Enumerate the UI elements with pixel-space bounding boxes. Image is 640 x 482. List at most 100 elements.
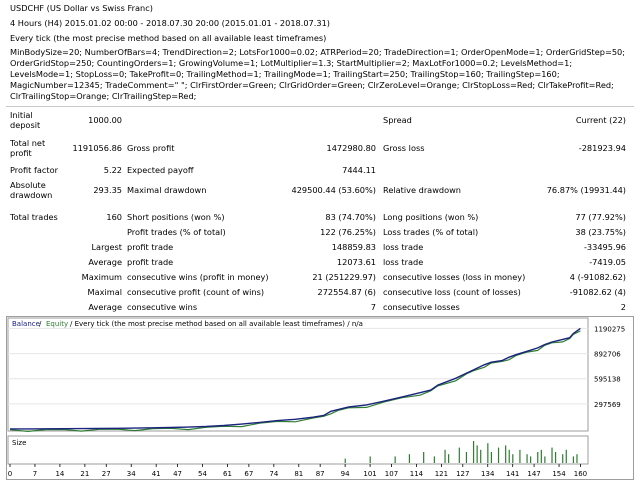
x-tick-label: 27 bbox=[102, 470, 111, 478]
size-bar bbox=[490, 452, 493, 463]
size-bar bbox=[544, 456, 546, 463]
x-tick-label: 21 bbox=[80, 470, 89, 478]
profit-factor-label: Profit factor bbox=[10, 165, 58, 175]
short-positions-value: 83 (74.70%) bbox=[325, 212, 376, 222]
main-plot-frame bbox=[7, 317, 589, 432]
size-bar bbox=[369, 456, 371, 463]
size-bar bbox=[444, 449, 446, 463]
maximal-drawdown-label: Maximal drawdown bbox=[127, 185, 207, 195]
largest-label: Largest bbox=[91, 242, 122, 252]
long-positions-label: Long positions (won %) bbox=[383, 212, 479, 222]
size-bar bbox=[508, 449, 510, 463]
total-net-profit-value: 1191056.86 bbox=[72, 143, 123, 153]
size-bar bbox=[551, 447, 553, 463]
relative-drawdown-label: Relative drawdown bbox=[383, 185, 461, 195]
size-bar bbox=[465, 452, 468, 463]
x-tick-label: 134 bbox=[481, 470, 495, 478]
separator-top bbox=[6, 106, 634, 107]
legend-separator: / bbox=[39, 320, 42, 328]
profit-trades-value: 122 (76.25%) bbox=[320, 227, 376, 237]
avg-consecutive-wins-label: consecutive wins bbox=[127, 302, 198, 312]
size-bar bbox=[526, 454, 528, 463]
size-bar bbox=[423, 452, 425, 463]
x-tick-label: 87 bbox=[316, 470, 325, 478]
x-tick-label: 101 bbox=[363, 470, 376, 478]
gross-loss-label: Gross loss bbox=[383, 143, 425, 153]
absolute-drawdown-value: 293.35 bbox=[93, 185, 122, 195]
size-bar bbox=[408, 454, 411, 463]
profit-factor-value: 5.22 bbox=[103, 165, 122, 175]
expected-payoff-label: Expected payoff bbox=[127, 165, 194, 175]
y-tick-label: 1190275 bbox=[594, 325, 625, 333]
short-positions-label: Short positions (won %) bbox=[127, 212, 225, 222]
size-bar bbox=[476, 445, 478, 463]
parameters-text: MinBodySize=20; NumberOfBars=4; TrendDir… bbox=[10, 47, 626, 101]
relative-drawdown-value: 76.87% (19931.44) bbox=[546, 185, 626, 195]
x-tick-label: 154 bbox=[552, 470, 566, 478]
size-bar bbox=[576, 454, 578, 463]
initial-deposit-label-l1: Initial bbox=[10, 110, 33, 120]
size-bar bbox=[572, 456, 575, 463]
size-bar bbox=[554, 452, 557, 463]
size-bar bbox=[505, 445, 507, 463]
symbol-title: USDCHF (US Dollar vs Swiss Franc) bbox=[10, 3, 153, 13]
x-tick-label: 34 bbox=[127, 470, 136, 478]
size-bar bbox=[565, 449, 567, 463]
x-axis-ticks: 0 7 14 21 27 34 41 47 54 61 67 74 81 87 94 101 107 114 121… bbox=[8, 464, 587, 478]
x-tick-label: 147 bbox=[527, 470, 540, 478]
x-tick-label: 94 bbox=[341, 470, 350, 478]
maximal-consecutive-loss-label: consecutive loss (count of losses) bbox=[383, 287, 521, 297]
gross-profit-label: Gross profit bbox=[127, 143, 175, 153]
maximum-label: Maximum bbox=[81, 272, 122, 282]
x-tick-label: 67 bbox=[244, 470, 253, 478]
initial-deposit-label: Initial deposit bbox=[10, 110, 40, 130]
x-tick-label: 47 bbox=[173, 470, 182, 478]
y-tick-label: 892706 bbox=[594, 351, 621, 359]
y-tick-label: 297569 bbox=[594, 401, 621, 409]
largest-loss-label: loss trade bbox=[383, 242, 424, 252]
size-bar bbox=[472, 441, 475, 463]
max-consecutive-losses-value: 4 (-91082.62) bbox=[569, 272, 626, 282]
size-bar bbox=[448, 454, 450, 463]
max-consecutive-losses-label: consecutive losses (loss in money) bbox=[383, 272, 526, 282]
period-line: 4 Hours (H4) 2015.01.02 00:00 - 2018.07.… bbox=[10, 18, 330, 28]
total-net-profit-label-l2: profit bbox=[10, 148, 32, 158]
spread-label: Spread bbox=[383, 115, 412, 125]
total-trades-value: 160 bbox=[106, 212, 122, 222]
x-tick-label: 81 bbox=[294, 470, 303, 478]
size-bar bbox=[487, 443, 489, 463]
x-tick-label: 141 bbox=[506, 470, 519, 478]
size-bar bbox=[480, 449, 482, 463]
size-bar bbox=[394, 456, 396, 463]
y-axis-ticks: 1190275 892706 595138 297569 bbox=[594, 325, 625, 408]
largest-loss-value: -33495.96 bbox=[583, 242, 626, 252]
absolute-drawdown-label-l1: Absolute bbox=[10, 180, 46, 190]
avg-consecutive-wins-value: 7 bbox=[370, 302, 376, 312]
chart-grid bbox=[8, 327, 588, 405]
largest-profit-label: profit trade bbox=[127, 242, 174, 252]
maximal-consecutive-profit-value: 272554.87 (6) bbox=[317, 287, 376, 297]
balance-chart-area: Balance / Equity / Every tick (the most … bbox=[6, 316, 634, 480]
model-line: Every tick (the most precise method base… bbox=[10, 33, 327, 43]
long-positions-value: 77 (77.92%) bbox=[575, 212, 626, 222]
max-consecutive-wins-label: consecutive wins (profit in money) bbox=[127, 272, 269, 282]
initial-deposit-value: 1000.00 bbox=[88, 115, 122, 125]
size-plot-frame bbox=[7, 435, 589, 465]
x-tick-label: 127 bbox=[456, 470, 469, 478]
x-tick-label: 61 bbox=[223, 470, 232, 478]
loss-trades-label: Loss trades (% of total) bbox=[383, 227, 479, 237]
legend-balance: Balance bbox=[12, 320, 40, 328]
x-tick-label: 107 bbox=[385, 470, 398, 478]
x-tick-label: 14 bbox=[55, 470, 64, 478]
average-consecutive-label: Average bbox=[88, 302, 122, 312]
maximal-drawdown-value: 429500.44 (53.60%) bbox=[291, 185, 377, 195]
spread-value: Current (22) bbox=[575, 115, 626, 125]
largest-profit-value: 148859.83 bbox=[331, 242, 376, 252]
size-label: Size bbox=[12, 439, 26, 447]
size-bar bbox=[530, 456, 532, 463]
avg-consecutive-losses-label: consecutive losses bbox=[383, 302, 460, 312]
average-profit-label: profit trade bbox=[127, 257, 174, 267]
gross-profit-value: 1472980.80 bbox=[326, 143, 377, 153]
initial-deposit-label-l2: deposit bbox=[10, 120, 41, 130]
x-tick-label: 0 bbox=[8, 470, 12, 478]
